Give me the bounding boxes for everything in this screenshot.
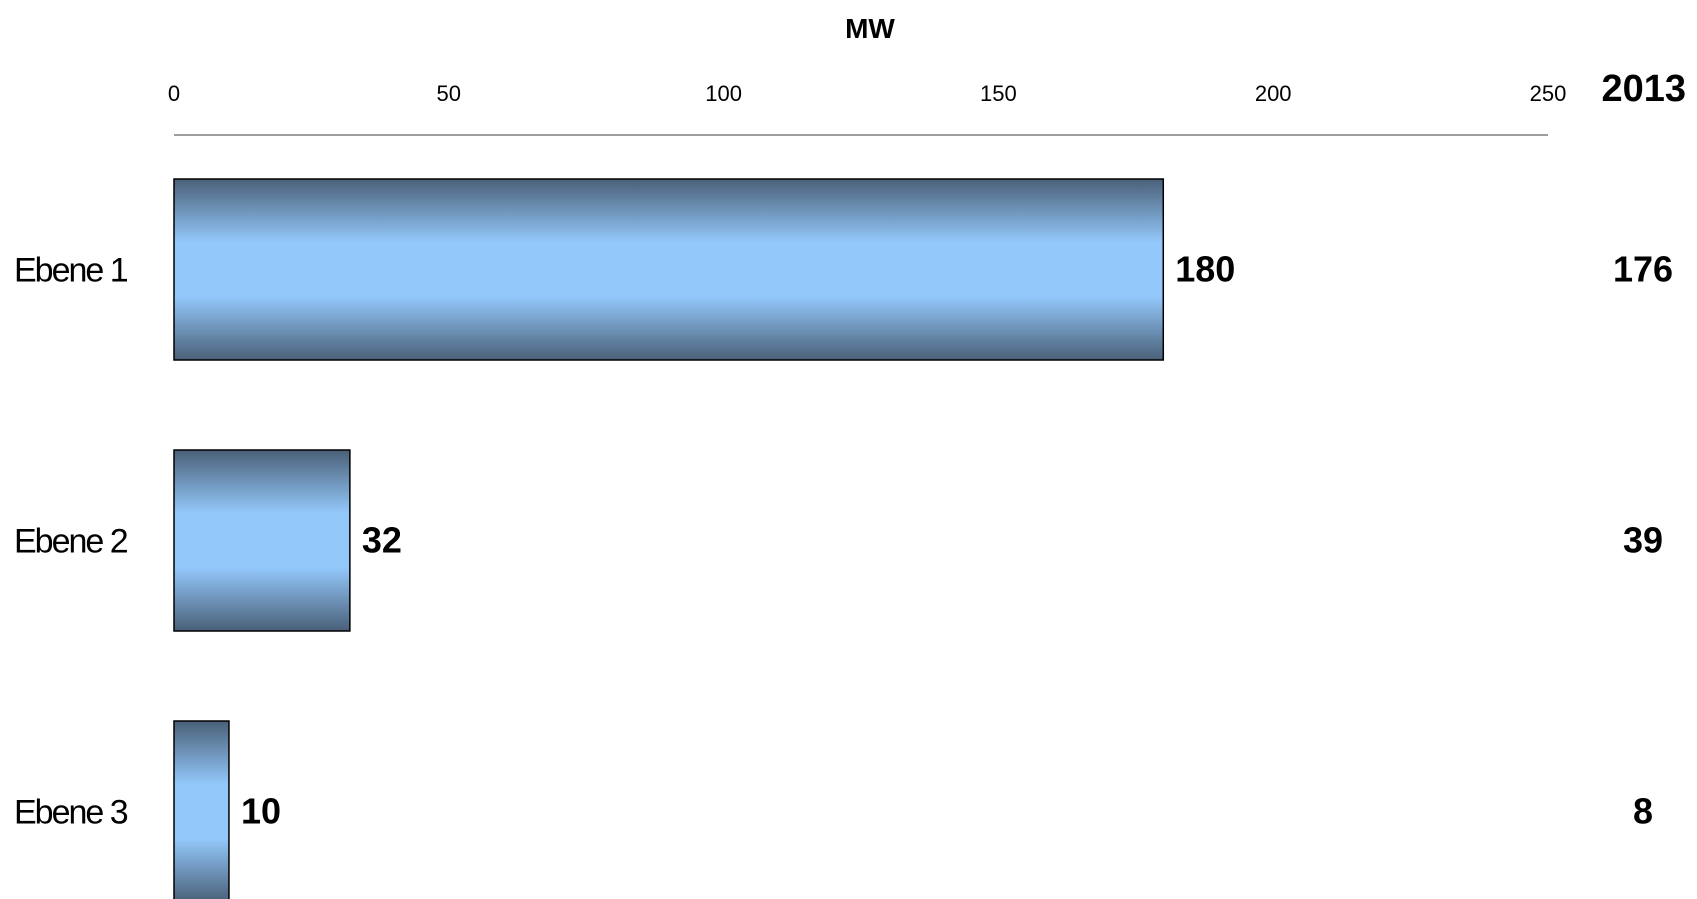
- bar: [173, 720, 230, 899]
- x-axis-ticks: 0 50 100 150 200 250: [168, 81, 1566, 106]
- category-label: Ebene 3: [14, 794, 128, 832]
- value-label: 10: [241, 791, 281, 832]
- x-tick-label: 50: [437, 81, 461, 106]
- x-tick-label: 150: [980, 81, 1017, 106]
- category-labels: Ebene 1 Ebene 2 Ebene 3: [14, 252, 130, 832]
- comparison-header: 2013: [1601, 68, 1686, 110]
- x-tick-label: 250: [1530, 81, 1567, 106]
- value-labels: 180 32 10: [241, 249, 1235, 832]
- value-label: 180: [1175, 249, 1235, 290]
- comparison-value: 8: [1633, 791, 1653, 832]
- bars: [173, 178, 1165, 899]
- category-label: Ebene 2: [14, 523, 128, 561]
- x-tick-label: 100: [705, 81, 742, 106]
- bar: [173, 449, 351, 632]
- x-axis-title: MW: [845, 13, 895, 44]
- bar: [173, 178, 1165, 361]
- x-tick-label: 200: [1255, 81, 1292, 106]
- comparison-values: 176 39 8: [1613, 249, 1673, 832]
- comparison-value: 39: [1623, 520, 1663, 561]
- value-label: 32: [362, 520, 402, 561]
- x-tick-label: 0: [168, 81, 180, 106]
- comparison-value: 176: [1613, 249, 1673, 290]
- category-label: Ebene 1: [14, 252, 128, 290]
